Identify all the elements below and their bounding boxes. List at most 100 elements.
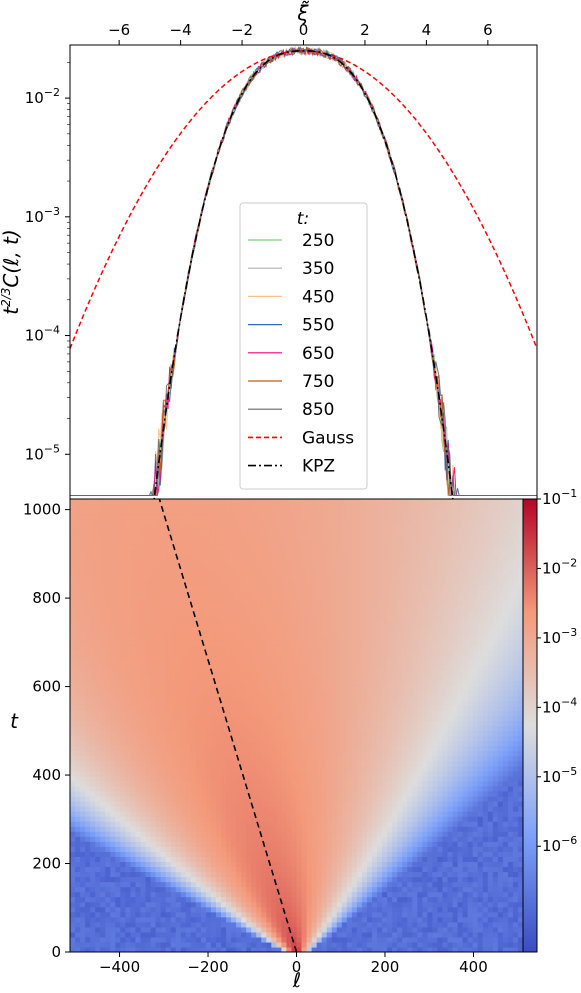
heatmap-cell [256,780,262,787]
heatmap-cell [392,831,398,837]
heatmap-cell [200,941,207,948]
heatmap-cell [145,841,152,847]
heatmap-cell [392,881,398,888]
heatmap-cell [366,861,373,868]
heatmap-cell [276,801,282,807]
heatmap-cell [100,946,106,952]
heatmap-cell [246,710,252,717]
heatmap-cell [281,826,288,832]
heatmap-cell [447,891,454,898]
heatmap-cell [221,806,227,812]
heatmap-cell [231,811,237,817]
heatmap-cell [70,861,76,868]
heatmap-cell [95,931,101,938]
heatmap-cell [215,936,222,943]
heatmap-cell [452,901,459,908]
heatmap-cell [517,906,524,913]
heatmap-cell [412,705,418,711]
heatmap-cell [90,931,96,938]
heatmap-cell [281,816,288,822]
heatmap-cell [246,755,252,762]
heatmap-cell [170,695,177,701]
heatmap-cell [281,720,288,727]
heatmap-cell [427,775,433,782]
heatmap-cell [457,851,464,857]
heatmap-cell [145,891,152,898]
heatmap-cell [170,775,177,782]
heatmap-cell [170,831,177,837]
heatmap-cell [306,795,313,802]
heatmap-cell [462,906,469,913]
heatmap-cell [351,841,358,847]
heatmap-cell [110,901,116,908]
heatmap-cell [427,695,433,701]
heatmap-cell [241,690,247,696]
heatmap-cell [115,881,121,888]
heatmap-cell [321,795,328,802]
heatmap-cell [135,921,142,928]
heatmap-cell [165,891,172,898]
heatmap-cell [80,795,86,802]
heatmap-cell [190,811,197,817]
heatmap-cell [256,926,262,933]
heatmap-cell [321,826,328,832]
heatmap-cell [261,851,267,857]
heatmap-cell [125,881,131,888]
heatmap-cell [256,871,262,878]
heatmap-cell [291,720,298,727]
heatmap-cell [170,896,177,903]
heatmap-cell [397,745,403,752]
heatmap-cell [221,775,227,782]
heatmap-cell [482,700,489,706]
heatmap-cell [351,901,358,908]
heatmap-cell [351,811,358,817]
heatmap-cell [175,675,182,681]
heatmap-cell [331,861,338,868]
heatmap-cell [150,675,157,681]
heatmap-cell [115,801,121,807]
heatmap-cell [502,685,509,691]
heatmap-cell [145,896,152,903]
heatmap-cell [462,775,469,782]
heatmap-cell [326,876,333,883]
heatmap-cell [442,705,449,711]
heatmap-cell [246,775,252,782]
heatmap-cell [301,745,308,752]
heatmap-cell [397,941,403,948]
heatmap-cell [341,871,348,878]
heatmap-cell [231,680,237,686]
heatmap-cell [286,901,293,908]
heatmap-cell [462,720,469,727]
heatmap-cell [361,690,368,696]
heatmap-cell [306,896,313,903]
heatmap-cell [366,926,373,933]
heatmap-cell [205,841,212,847]
heatmap-cell [221,705,227,711]
heatmap-cell [135,745,142,752]
heatmap-cell [366,806,373,812]
heatmap-cell [95,891,101,898]
heatmap-cell [467,710,474,717]
heatmap-cell [351,946,358,952]
heatmap-cell [482,695,489,701]
heatmap-cell [372,911,378,918]
heatmap-cell [472,740,479,747]
heatmap-cell [447,816,454,822]
heatmap-cell [487,705,494,711]
heatmap-cell [70,750,76,757]
heatmap-cell [145,715,152,722]
heatmap-cell [155,901,162,908]
heatmap-cell [341,851,348,857]
heatmap-cell [291,740,298,747]
heatmap-cell [467,861,474,868]
heatmap-cell [231,755,237,762]
heatmap-cell [442,780,449,787]
heatmap-cell [372,846,378,852]
heatmap-cell [457,896,464,903]
heatmap-cell [150,770,157,777]
heatmap-cell [291,745,298,752]
heatmap-cell [341,876,348,883]
heatmap-cell [145,720,152,727]
heatmap-cell [190,876,197,883]
heatmap-cell [482,750,489,757]
